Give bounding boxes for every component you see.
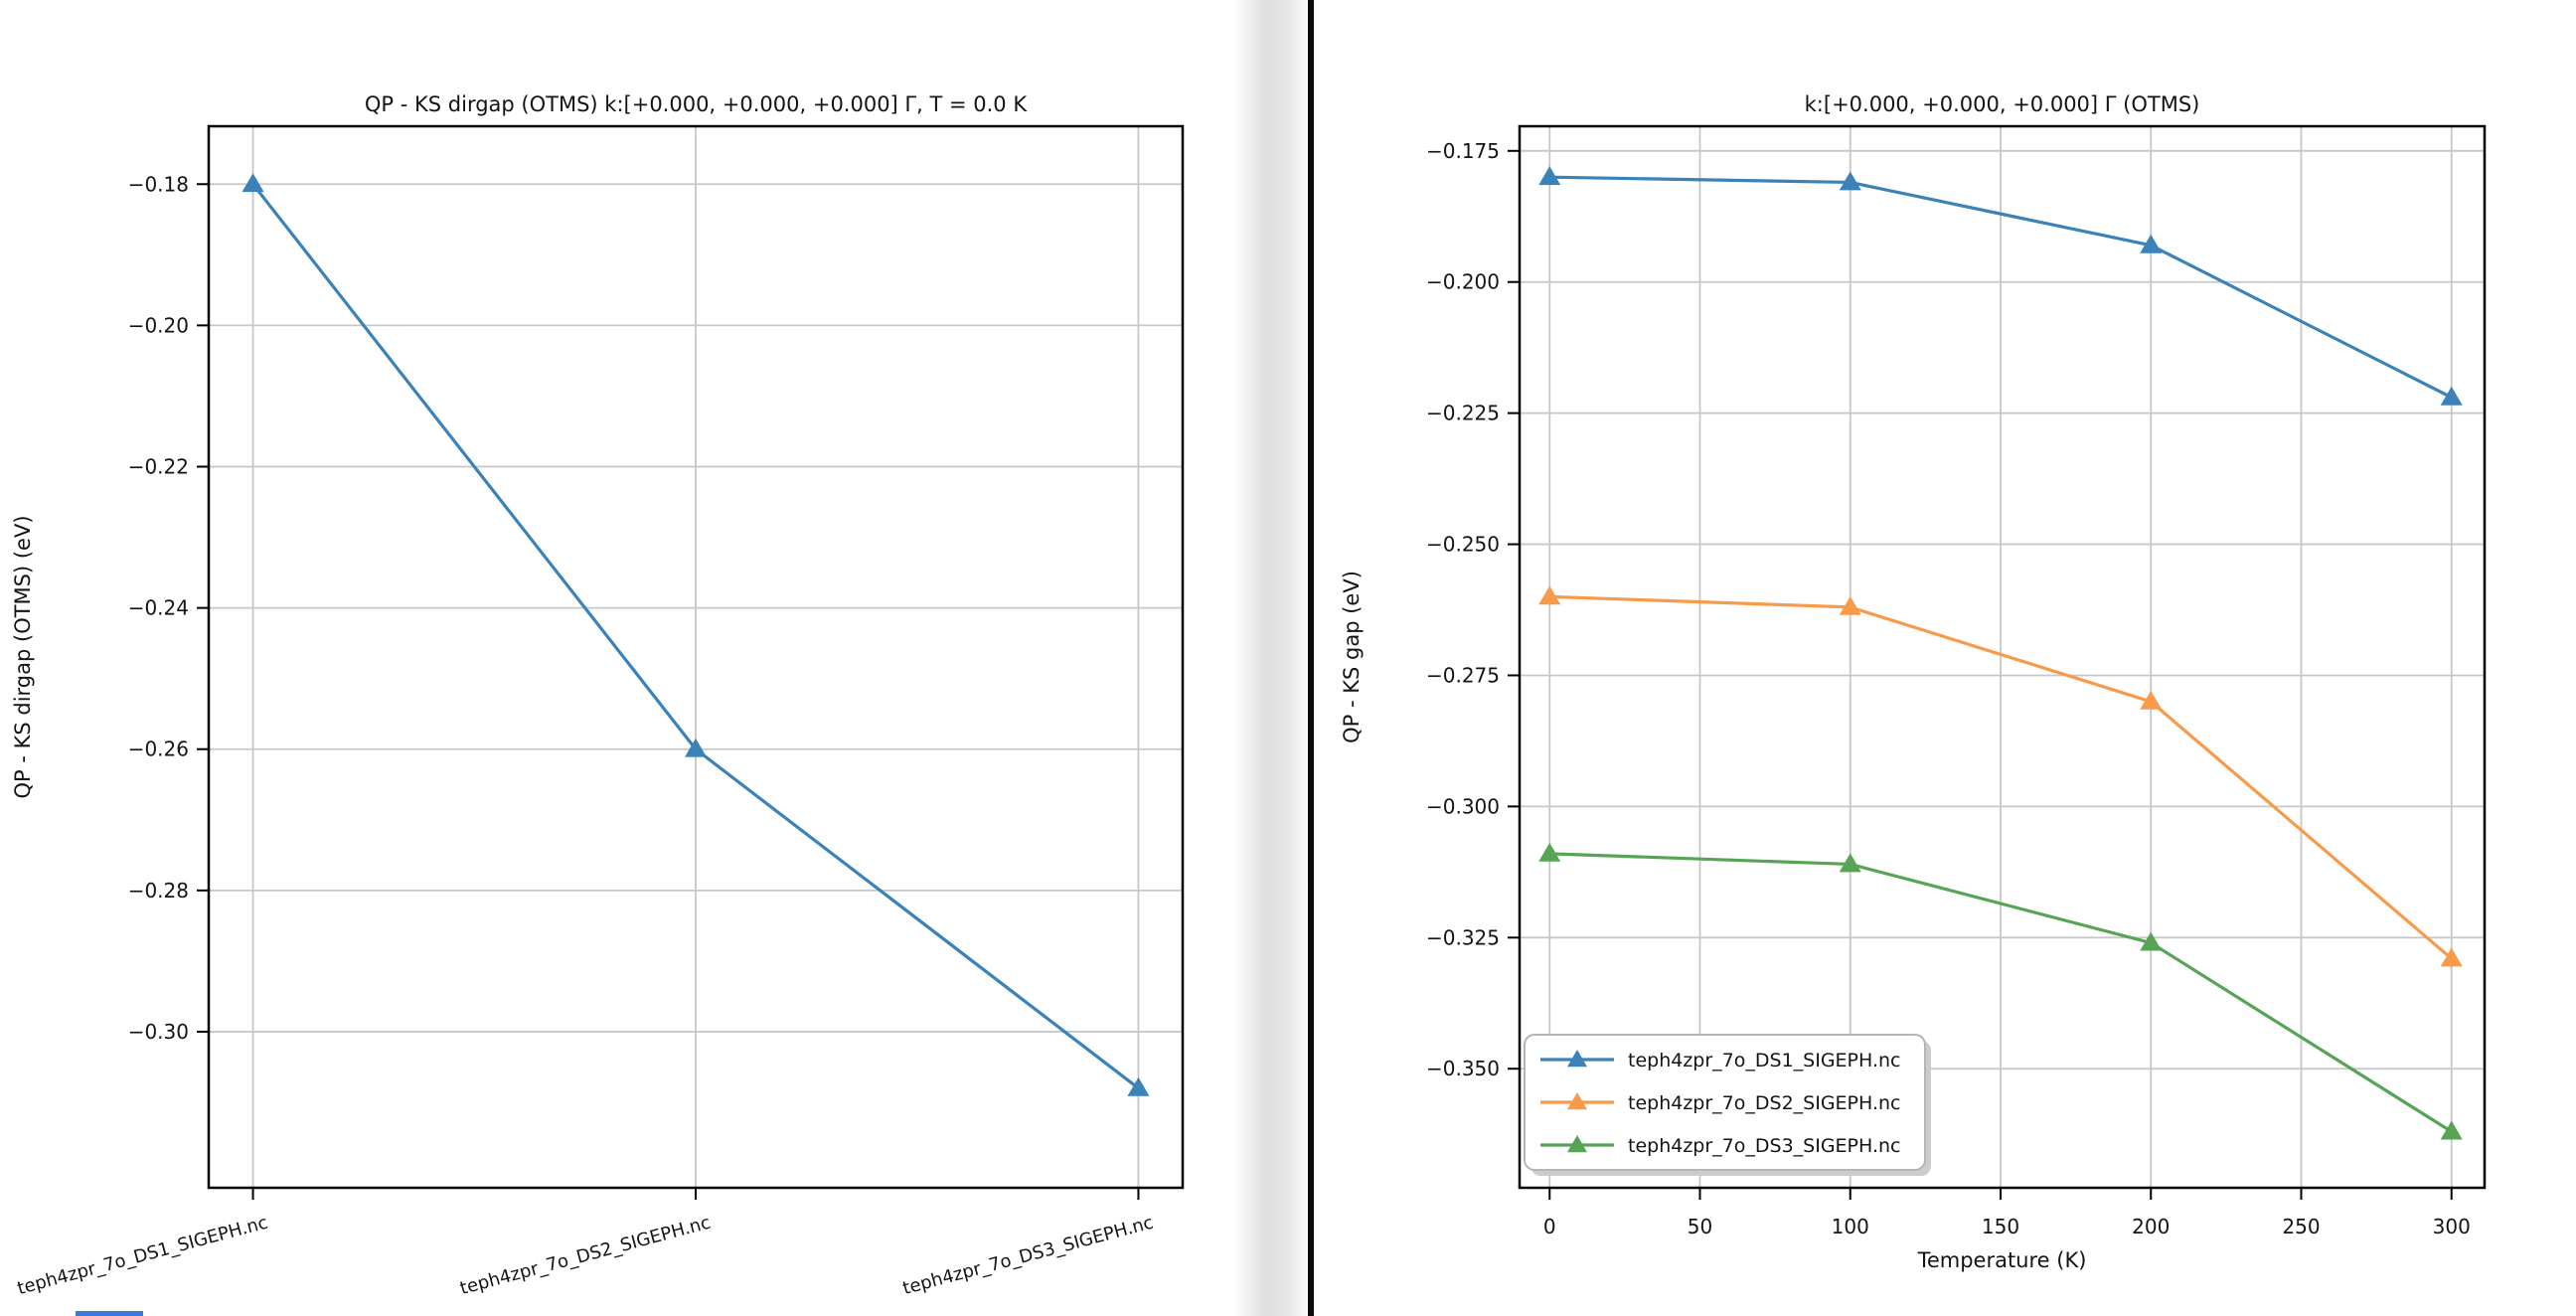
triangle-marker (1839, 595, 1861, 615)
y-tick-label: −0.28 (128, 879, 189, 903)
triangle-marker (1567, 1092, 1587, 1110)
x-tick-label: 300 (2433, 1215, 2471, 1238)
x-axis: teph4zpr_7o_DS1_SIGEPH.nc teph4zpr_7o_DS2… (15, 1188, 1156, 1299)
x-tick-label: teph4zpr_7o_DS3_SIGEPH.nc (900, 1213, 1156, 1300)
legend-entry-label: teph4zpr_7o_DS3_SIGEPH.nc (1628, 1135, 1901, 1157)
x-tick-label: 100 (1832, 1215, 1869, 1238)
triangle-marker (2440, 947, 2463, 967)
series-teph4zpr_7o_DS1_SIGEPH.nc (1538, 166, 2463, 406)
triangle-marker (1567, 1135, 1587, 1153)
y-tick-label: −0.350 (1426, 1057, 1500, 1080)
chart-title: QP - KS dirgap (OTMS) k:[+0.000, +0.000,… (365, 92, 1028, 116)
legend: teph4zpr_7o_DS1_SIGEPH.nc teph4zpr_7o_DS2… (1524, 1034, 1931, 1176)
triangle-marker (2440, 386, 2463, 406)
y-tick-label: −0.22 (128, 454, 189, 478)
left-chart: −0.18 −0.20 −0.22 −0.24 −0.26 −0.28 −0.30 teph4… (11, 92, 1185, 1299)
y-tick-label: −0.300 (1426, 794, 1500, 818)
x-tick-label: 200 (2132, 1215, 2170, 1238)
series-teph4zpr_7o_DS2_SIGEPH.nc (1538, 585, 2463, 967)
triangle-marker (242, 173, 264, 193)
left-figure-panel: −0.18 −0.20 −0.22 −0.24 −0.26 −0.28 −0.30 teph4… (11, 92, 1185, 1300)
x-tick-label: 250 (2282, 1215, 2320, 1238)
y-axis: −0.175 −0.200 −0.225 −0.250 −0.275 −0.300 −0.3… (1426, 139, 1520, 1080)
gridlines (1520, 126, 2485, 1188)
legend-entry-label: teph4zpr_7o_DS2_SIGEPH.nc (1628, 1092, 1901, 1114)
triangle-marker (2140, 931, 2163, 951)
triangle-marker (1839, 171, 1861, 191)
triangle-marker (1127, 1076, 1150, 1096)
triangle-marker (2440, 1120, 2463, 1140)
x-axis-label: Temperature (K) (1917, 1248, 2087, 1272)
x-tick-label: 50 (1688, 1215, 1712, 1238)
triangle-marker (685, 738, 707, 757)
x-tick-label: teph4zpr_7o_DS1_SIGEPH.nc (15, 1213, 270, 1300)
triangle-marker (1567, 1050, 1587, 1068)
y-axis: −0.18 −0.20 −0.22 −0.24 −0.26 −0.28 −0.30 (128, 172, 209, 1044)
x-tick-label: 0 (1543, 1215, 1556, 1238)
y-tick-label: −0.18 (128, 172, 189, 196)
plot-box (1518, 124, 2487, 1190)
right-chart: −0.175 −0.200 −0.225 −0.250 −0.275 −0.300 −0.3… (1340, 92, 2487, 1272)
series-teph4zpr_7o_DS3_SIGEPH.nc (1538, 842, 2463, 1140)
triangle-marker (2140, 234, 2163, 253)
y-tick-label: −0.200 (1426, 270, 1500, 294)
triangle-marker (1538, 585, 1561, 605)
triangle-marker (1839, 853, 1861, 873)
panel-divider (1308, 0, 1314, 1316)
y-tick-label: −0.26 (128, 738, 189, 761)
series-line0 (242, 173, 1150, 1096)
y-tick-label: −0.24 (128, 596, 189, 620)
y-tick-label: −0.175 (1426, 139, 1500, 163)
y-axis-label: QP - KS gap (eV) (1340, 571, 1364, 743)
y-tick-label: −0.250 (1426, 533, 1500, 557)
y-tick-label: −0.275 (1426, 663, 1500, 687)
y-tick-label: −0.225 (1426, 402, 1500, 425)
legend-entry-label: teph4zpr_7o_DS1_SIGEPH.nc (1628, 1050, 1901, 1071)
y-tick-label: −0.20 (128, 313, 189, 337)
y-axis-label: QP - KS dirgap (OTMS) (eV) (11, 515, 35, 798)
gridlines (209, 126, 1183, 1188)
triangle-marker (1538, 166, 1561, 186)
right-figure-panel: −0.175 −0.200 −0.225 −0.250 −0.275 −0.300 −0.3… (1314, 0, 2576, 1316)
x-tick-label: teph4zpr_7o_DS2_SIGEPH.nc (458, 1213, 714, 1300)
x-axis: 0 50 100 150 200 250 300 (1543, 1188, 2471, 1238)
chart-title: k:[+0.000, +0.000, +0.000] Γ (OTMS) (1805, 92, 2200, 116)
y-tick-label: −0.30 (128, 1020, 189, 1044)
taskbar-accent-strip (76, 1311, 143, 1316)
triangle-marker (1538, 842, 1561, 862)
triangle-marker (2140, 690, 2163, 710)
x-tick-label: 150 (1982, 1215, 2019, 1238)
y-tick-label: −0.325 (1426, 925, 1500, 949)
